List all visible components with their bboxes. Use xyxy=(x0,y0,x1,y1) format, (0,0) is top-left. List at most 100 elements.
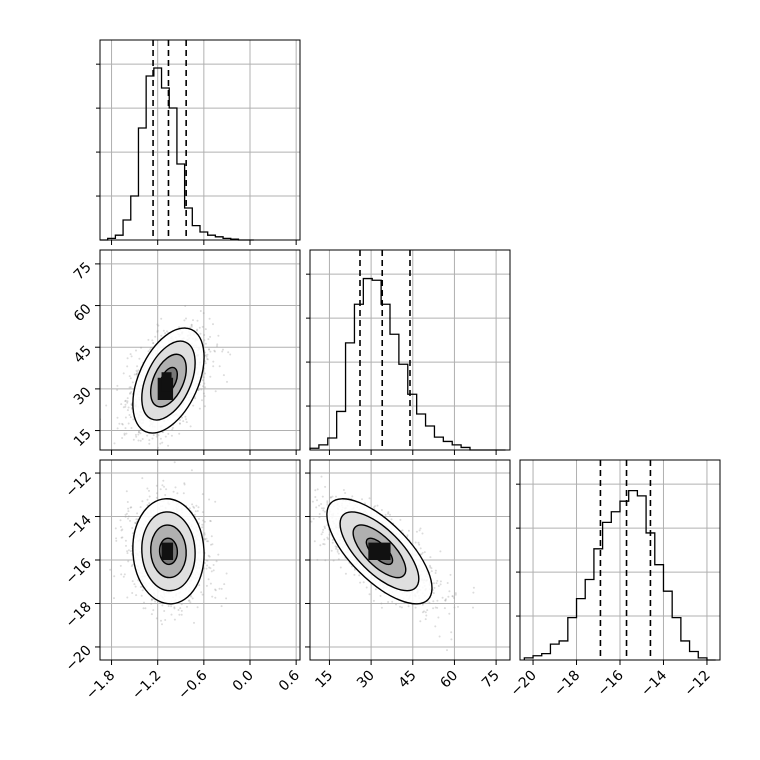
scatter-point xyxy=(129,392,131,395)
scatter-point xyxy=(214,390,217,393)
scatter-point xyxy=(419,620,422,623)
scatter-point xyxy=(164,332,167,335)
scatter-point xyxy=(202,519,205,522)
scatter-point xyxy=(363,502,366,505)
scatter-point xyxy=(434,572,437,574)
scatter-point xyxy=(115,539,118,542)
scatter-point xyxy=(128,375,131,378)
scatter-point xyxy=(129,416,132,419)
scatter-point xyxy=(210,535,213,538)
y-tick-label: −16 xyxy=(63,555,95,587)
scatter-point xyxy=(285,476,287,478)
scatter-point xyxy=(180,609,183,612)
scatter-point xyxy=(374,505,377,508)
scatter-point xyxy=(209,567,212,570)
scatter-point xyxy=(204,354,207,357)
scatter-point xyxy=(326,501,329,504)
scatter-point xyxy=(134,585,137,588)
scatter-point xyxy=(380,509,383,511)
scatter-point xyxy=(312,517,315,520)
scatter-point xyxy=(170,434,173,437)
scatter-point xyxy=(176,492,179,495)
scatter-point xyxy=(434,625,437,628)
scatter-point xyxy=(303,517,305,519)
scatter-point xyxy=(395,603,397,606)
scatter-point xyxy=(127,422,130,425)
scatter-point xyxy=(387,511,390,514)
scatter-point xyxy=(313,540,316,543)
scatter-point xyxy=(164,494,167,496)
scatter-point xyxy=(205,537,208,540)
scatter-point xyxy=(154,600,157,603)
scatter-point xyxy=(155,484,158,487)
scatter-point xyxy=(125,432,128,435)
scatter-point xyxy=(399,518,402,521)
scatter-point xyxy=(329,496,332,499)
scatter-point xyxy=(444,599,447,602)
scatter-point xyxy=(173,618,176,621)
x-tick-label: 15 xyxy=(312,668,336,692)
scatter-point xyxy=(203,382,206,385)
scatter-point xyxy=(157,434,160,437)
scatter-point xyxy=(414,541,417,544)
scatter-point xyxy=(334,545,337,548)
scatter-point xyxy=(199,310,202,312)
scatter-point xyxy=(124,515,127,518)
scatter-point xyxy=(173,606,176,609)
scatter-point xyxy=(132,438,135,441)
histogram-panel-0 xyxy=(96,39,301,241)
scatter-point xyxy=(155,435,158,438)
scatter-point xyxy=(192,319,194,322)
scatter-point xyxy=(435,582,438,585)
scatter-point xyxy=(122,406,125,409)
scatter-point xyxy=(146,498,149,501)
scatter-point xyxy=(421,603,424,606)
scatter-point xyxy=(210,570,213,573)
scatter-point xyxy=(201,379,204,382)
scatter-point xyxy=(139,586,142,588)
scatter-point xyxy=(156,433,158,436)
scatter-point xyxy=(178,422,181,425)
scatter-point xyxy=(326,503,329,506)
scatter-point xyxy=(147,350,150,353)
scatter-point xyxy=(141,438,144,440)
scatter-point xyxy=(443,607,446,610)
scatter-point xyxy=(183,483,186,486)
scatter-point xyxy=(448,612,451,615)
histogram-step xyxy=(309,277,506,451)
scatter-point xyxy=(446,582,449,584)
scatter-point xyxy=(301,482,303,484)
scatter-point xyxy=(122,575,125,578)
scatter-point xyxy=(434,606,437,609)
scatter-point xyxy=(206,353,209,356)
scatter-point xyxy=(167,605,170,608)
scatter-point xyxy=(436,579,439,582)
scatter-point xyxy=(421,551,424,554)
scatter-point xyxy=(127,507,130,510)
scatter-point xyxy=(136,370,139,373)
scatter-point xyxy=(124,399,127,402)
scatter-point xyxy=(218,587,221,590)
scatter-point xyxy=(161,441,164,444)
scatter-point xyxy=(148,495,151,498)
scatter-point xyxy=(129,519,131,522)
scatter-point xyxy=(205,584,208,587)
scatter-point xyxy=(214,588,217,591)
scatter-point xyxy=(304,452,306,454)
scatter-point xyxy=(216,343,219,346)
scatter-point xyxy=(126,409,129,412)
scatter-point xyxy=(130,355,133,358)
scatter-point xyxy=(400,606,403,609)
scatter-point xyxy=(125,512,128,515)
scatter-point xyxy=(213,349,216,352)
scatter-point xyxy=(201,523,204,526)
scatter-point xyxy=(159,437,162,440)
scatter-point xyxy=(129,506,132,509)
scatter-point xyxy=(178,432,181,435)
scatter-point xyxy=(170,605,173,608)
scatter-point xyxy=(436,606,439,609)
scatter-point xyxy=(129,353,132,356)
scatter-point xyxy=(195,504,198,507)
scatter-point xyxy=(198,407,201,410)
scatter-point xyxy=(423,551,426,554)
